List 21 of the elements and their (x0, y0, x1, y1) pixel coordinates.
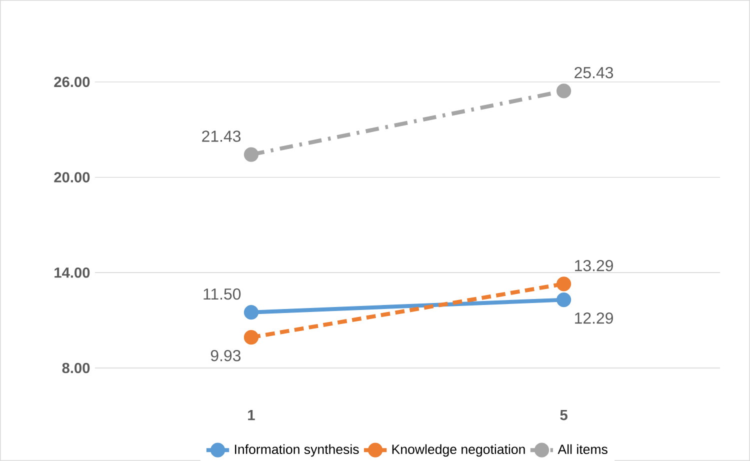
point (556, 84, 572, 98)
legend-label: Information synthesis (234, 444, 359, 457)
point (556, 276, 572, 292)
data-label: 21.43 (202, 130, 241, 142)
point (244, 304, 259, 320)
point (244, 147, 259, 162)
x-tick-label: 1 (248, 410, 255, 420)
legend-label: All items (558, 444, 608, 454)
legend-label: Knowledge negotiation (392, 444, 525, 457)
data-label: 11.50 (204, 288, 241, 300)
data-label: 9.93 (210, 350, 241, 362)
data-label: 13.29 (575, 260, 613, 272)
y-tick-label: 14.00 (54, 267, 90, 278)
y-tick-label: 8.00 (62, 362, 90, 374)
y-tick-label: 26.00 (54, 76, 90, 87)
data-label: 12.29 (575, 312, 613, 324)
y-tick-label: 20.00 (54, 172, 90, 182)
point (244, 330, 259, 345)
x-tick-label: 5 (560, 410, 568, 420)
point (556, 292, 572, 308)
data-label: 25.43 (574, 66, 614, 78)
